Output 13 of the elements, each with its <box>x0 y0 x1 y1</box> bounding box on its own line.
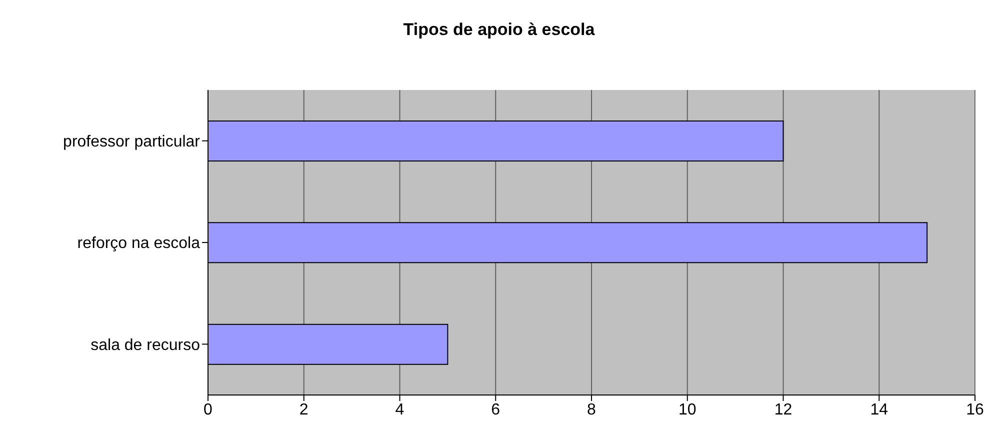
x-tick-label: 2 <box>299 401 308 418</box>
x-tick-label: 16 <box>966 401 984 418</box>
x-tick-label: 8 <box>587 401 596 418</box>
y-tick-label: reforço na escola <box>77 235 200 252</box>
x-tick-label: 0 <box>204 401 213 418</box>
x-tick-label: 4 <box>395 401 404 418</box>
y-tick-label: sala de recurso <box>90 336 200 354</box>
y-tick-label: professor particular <box>63 134 201 151</box>
x-tick-label: 14 <box>870 401 888 418</box>
chart-title: Tipos de apoio à escola <box>402 20 596 41</box>
x-tick-label: 10 <box>678 401 696 418</box>
x-tick-label: 12 <box>774 401 792 418</box>
x-tick-label: 6 <box>491 401 500 418</box>
